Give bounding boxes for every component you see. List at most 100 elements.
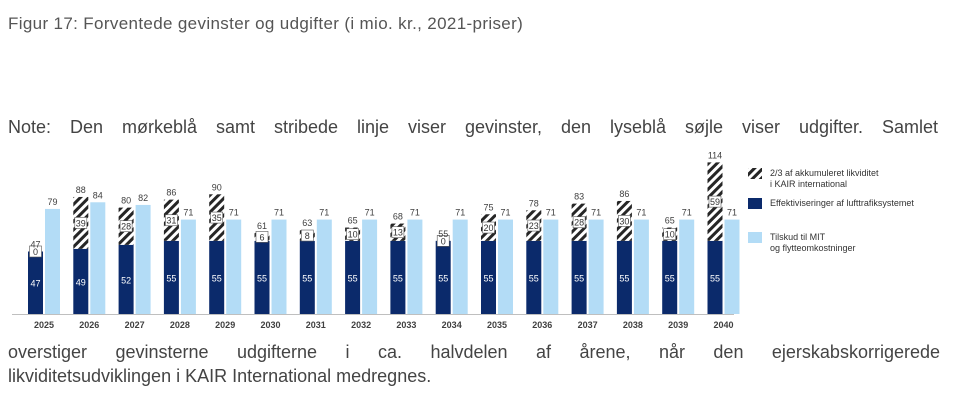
x-tick-label: 2040 <box>713 320 733 330</box>
liquidity-value-label: 10 <box>665 230 675 240</box>
gain-total-label: 114 <box>708 150 722 160</box>
efficiency-bar <box>435 240 451 314</box>
efficiency-bar <box>571 240 587 314</box>
subsidy-value-label: 71 <box>636 208 646 218</box>
figure-caption: Figur 17: Forventede gevinster og udgift… <box>8 14 524 33</box>
efficiency-value-label: 55 <box>574 273 584 283</box>
efficiency-value-label: 49 <box>76 277 86 287</box>
efficiency-value-label: 55 <box>483 273 493 283</box>
gain-total-label: 65 <box>665 216 675 226</box>
efficiency-value-label: 55 <box>212 273 222 283</box>
liquidity-value-label: 0 <box>441 236 446 246</box>
liquidity-value-label: 30 <box>619 216 629 226</box>
gain-total-label: 80 <box>121 196 131 206</box>
gain-total-label: 90 <box>212 182 222 192</box>
gain-total-label: 86 <box>166 188 176 198</box>
subsidy-bar <box>724 219 740 314</box>
liquidity-value-label: 23 <box>529 221 539 231</box>
subsidy-value-label: 71 <box>410 208 420 218</box>
efficiency-value-label: 52 <box>121 275 131 285</box>
subsidy-value-label: 71 <box>455 208 465 218</box>
x-tick-label: 2030 <box>260 320 280 330</box>
subsidy-bar <box>316 219 332 314</box>
liquidity-label-box <box>572 216 586 229</box>
legend-label: Tilskud til MIT og flytteomkostninger <box>770 232 856 253</box>
x-tick-label: 2026 <box>79 320 99 330</box>
liquidity-value-label: 13 <box>393 228 403 238</box>
gain-total-label: 63 <box>302 218 312 228</box>
gain-total-label: 83 <box>574 192 584 202</box>
liquidity-label-box <box>165 214 178 227</box>
efficiency-bar <box>345 240 361 314</box>
subsidy-bar <box>226 219 242 314</box>
liquidity-value-label: 35 <box>212 213 222 223</box>
efficiency-bar <box>163 240 179 314</box>
efficiency-value-label: 55 <box>393 273 403 283</box>
legend-swatch-hatch <box>748 168 762 179</box>
efficiency-bar <box>662 240 678 314</box>
efficiency-bar <box>707 240 723 314</box>
liquidity-value-label: 28 <box>121 222 131 232</box>
efficiency-value-label: 55 <box>619 273 629 283</box>
gain-total-label: 86 <box>619 189 629 199</box>
liquidity-value-label: 8 <box>305 231 310 241</box>
subsidy-bar <box>498 219 513 314</box>
x-tick-label: 2031 <box>306 320 326 330</box>
subsidy-value-label: 71 <box>546 208 556 218</box>
gain-total-label: 88 <box>76 185 86 195</box>
subsidy-bar <box>90 202 106 314</box>
gain-total-label: 78 <box>529 198 539 208</box>
subsidy-bar <box>180 219 196 314</box>
legend-label: 2/3 af akkumuleret likviditet i KAIR inte… <box>770 168 879 189</box>
efficiency-value-label: 55 <box>166 273 176 283</box>
subsidy-value-label: 71 <box>319 208 329 218</box>
efficiency-bar <box>209 240 225 314</box>
efficiency-bar <box>526 240 542 314</box>
subsidy-bar <box>543 219 559 314</box>
liquidity-label-box <box>210 211 223 224</box>
liquidity-label-box <box>255 231 269 243</box>
subsidy-value-label: 71 <box>591 208 601 218</box>
liquidity-label-box <box>119 220 133 233</box>
x-tick-label: 2033 <box>396 320 416 330</box>
subsidy-value-label: 84 <box>93 190 103 200</box>
legend-label: Effektiviseringer af lufttrafiksystemet <box>770 198 914 208</box>
subsidy-bar <box>588 219 604 314</box>
x-tick-label: 2037 <box>578 320 598 330</box>
subsidy-bar <box>633 219 649 314</box>
efficiency-bar <box>118 244 134 314</box>
efficiency-value-label: 55 <box>302 273 312 283</box>
liquidity-label-box <box>29 245 42 258</box>
liquidity-value-label: 6 <box>259 232 264 242</box>
note-text-line-2: overstiger gevinsterne udgifterne i ca. … <box>8 342 940 362</box>
x-tick-label: 2039 <box>668 320 688 330</box>
efficiency-value-label: 47 <box>30 279 40 289</box>
efficiency-bar <box>254 240 270 314</box>
efficiency-value-label: 55 <box>438 273 448 283</box>
liquidity-label-box <box>618 215 631 227</box>
legend-swatch-light <box>748 232 762 243</box>
efficiency-value-label: 55 <box>257 273 267 283</box>
liquidity-label-box <box>663 228 677 240</box>
gain-total-label: 75 <box>483 202 493 212</box>
liquidity-label-box <box>482 221 495 234</box>
x-tick-label: 2028 <box>170 320 190 330</box>
efficiency-bar <box>481 240 496 314</box>
efficiency-bar <box>28 251 43 314</box>
subsidy-bar <box>679 219 695 314</box>
gain-total-label: 55 <box>438 229 448 239</box>
subsidy-bar <box>452 219 468 314</box>
efficiency-value-label: 55 <box>665 273 675 283</box>
liquidity-value-label: 31 <box>166 216 176 226</box>
liquidity-label-box <box>708 195 722 208</box>
liquidity-value-label: 28 <box>574 218 584 228</box>
liquidity-label-box <box>346 228 359 240</box>
subsidy-value-label: 71 <box>727 208 737 218</box>
x-tick-label: 2025 <box>34 320 54 330</box>
efficiency-value-label: 55 <box>348 273 358 283</box>
x-tick-label: 2035 <box>487 320 507 330</box>
subsidy-value-label: 71 <box>682 208 692 218</box>
x-tick-label: 2034 <box>442 320 462 330</box>
legend-swatch-dark <box>748 198 762 209</box>
